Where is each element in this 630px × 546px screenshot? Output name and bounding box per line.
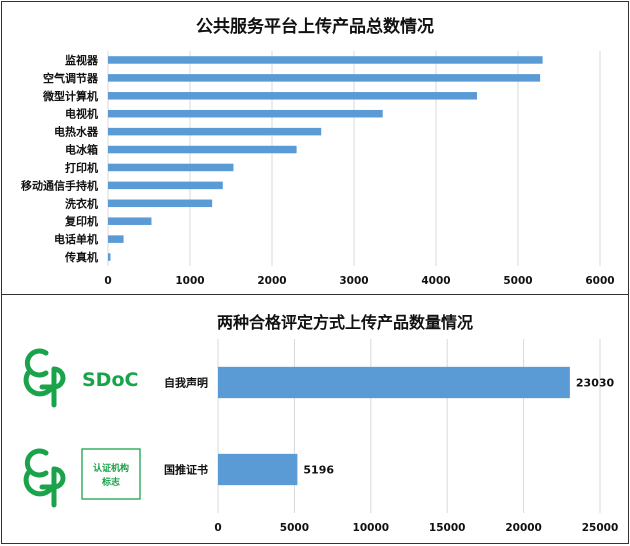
bar bbox=[108, 235, 124, 243]
category-label: 打印机 bbox=[65, 160, 98, 174]
bar bbox=[108, 199, 213, 208]
bar bbox=[108, 253, 111, 261]
category-label: 微型计算机 bbox=[42, 89, 98, 103]
category-label: 监视器 bbox=[65, 53, 99, 67]
bar bbox=[218, 453, 298, 486]
bar bbox=[108, 217, 152, 225]
x-tick-label: 10000 bbox=[353, 522, 390, 534]
bar bbox=[108, 127, 322, 136]
category-label: 复印机 bbox=[64, 214, 98, 228]
bar bbox=[108, 74, 541, 82]
stamp-frame bbox=[81, 448, 141, 500]
bar bbox=[108, 109, 383, 118]
bar bbox=[218, 366, 570, 399]
top-bar-chart: 0 1000 2000 3000 4000 5000 6000 监视器空气调节器微型计算机电视… bbox=[21, 51, 615, 287]
x-tick-label: 25000 bbox=[582, 522, 619, 534]
category-label: 洗衣机 bbox=[65, 196, 98, 210]
bar bbox=[108, 56, 543, 64]
certification-logo: 认证机构 标志 bbox=[23, 448, 141, 508]
data-label: 23030 bbox=[576, 377, 615, 390]
x-tick-label: 3000 bbox=[339, 275, 368, 287]
sdoc-logo-text: SDoC bbox=[82, 369, 138, 391]
top-chart-title: 公共服务平台上传产品总数情况 bbox=[196, 17, 434, 37]
category-label: 电热水器 bbox=[54, 125, 99, 139]
cgp-mark-icon bbox=[23, 448, 66, 508]
category-label: 国推证书 bbox=[164, 463, 208, 477]
bottom-chart-title: 两种合格评定方式上传产品数量情况 bbox=[216, 313, 473, 332]
category-label: 电冰箱 bbox=[65, 143, 98, 157]
x-tick-label: 5000 bbox=[503, 275, 532, 287]
category-label: 传真机 bbox=[64, 250, 98, 264]
category-label: 电视机 bbox=[65, 107, 98, 121]
x-tick-label: 5000 bbox=[280, 522, 309, 534]
category-label: 移动通信手持机 bbox=[21, 178, 98, 192]
x-tick-label: 20000 bbox=[505, 522, 542, 534]
data-label: 5196 bbox=[303, 464, 334, 477]
x-tick-label: 4000 bbox=[421, 275, 450, 287]
sdoc-logo: SDoC bbox=[23, 348, 138, 408]
category-label: 电话单机 bbox=[54, 232, 98, 246]
x-tick-label: 0 bbox=[104, 275, 111, 287]
top-chart-panel: 公共服务平台上传产品总数情况 0 1000 2000 3000 4000 5000 6000… bbox=[1, 1, 629, 295]
bar bbox=[108, 145, 297, 154]
bar bbox=[108, 92, 477, 100]
x-tick-label: 1000 bbox=[175, 275, 204, 287]
category-label: 自我声明 bbox=[164, 376, 208, 390]
bar bbox=[108, 181, 223, 190]
bottom-chart-panel: 两种合格评定方式上传产品数量情况 0 5000 10000 15000 20000 250… bbox=[1, 294, 629, 544]
stamp-text-line1: 认证机构 bbox=[93, 462, 129, 474]
category-label: 空气调节器 bbox=[43, 71, 99, 85]
x-tick-label: 15000 bbox=[429, 522, 466, 534]
stamp-text-line2: 标志 bbox=[101, 476, 120, 488]
cgp-mark-icon bbox=[23, 348, 66, 408]
x-tick-label: 2000 bbox=[257, 275, 286, 287]
x-tick-label: 0 bbox=[214, 522, 221, 534]
x-tick-label: 6000 bbox=[585, 275, 614, 287]
bottom-bar-chart: 0 5000 10000 15000 20000 25000 自我声明 23030 国推证书 51… bbox=[164, 339, 619, 534]
bar bbox=[108, 163, 234, 172]
